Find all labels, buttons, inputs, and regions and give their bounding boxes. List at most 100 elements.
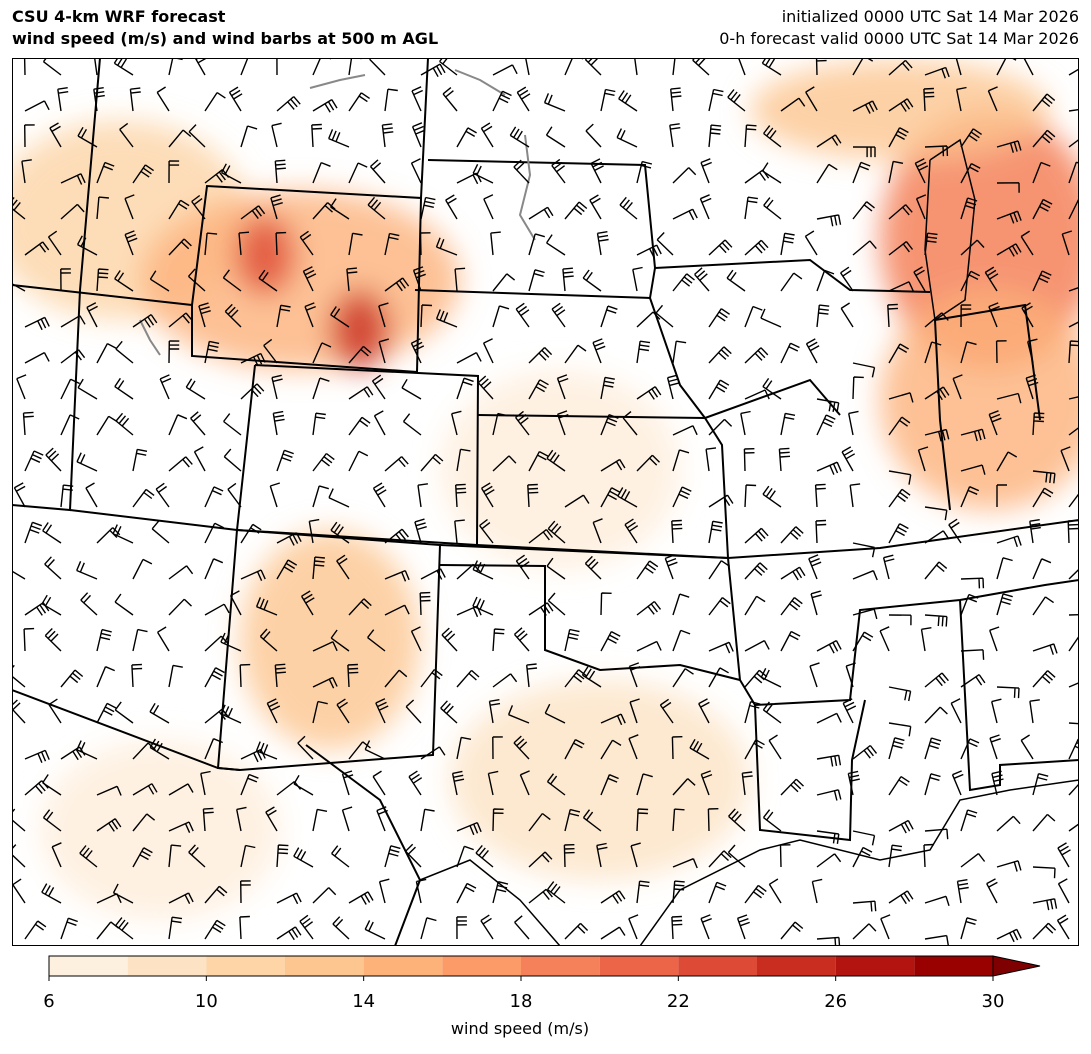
wind-barb — [419, 591, 431, 616]
wind-barb — [804, 230, 818, 256]
wind-barb — [563, 844, 575, 868]
wind-barb — [924, 66, 950, 79]
wind-barb — [546, 557, 566, 580]
wind-barb — [492, 881, 509, 904]
colorbar-tick-label: 14 — [352, 991, 375, 1012]
wind-barb — [924, 895, 950, 907]
wind-barb — [21, 159, 32, 184]
wind-barb — [708, 346, 732, 364]
wind-barb — [852, 201, 875, 220]
wind-barb — [951, 770, 964, 796]
wind-barb — [562, 267, 574, 292]
wind-barb — [880, 914, 891, 940]
wind-barb — [115, 917, 134, 940]
wind-barb — [114, 377, 134, 400]
wind-barb — [888, 488, 911, 508]
wind-barb — [255, 597, 278, 616]
wind-barb — [888, 98, 914, 112]
wind-barb — [86, 302, 98, 328]
wind-barb — [492, 808, 504, 832]
wind-barb — [76, 561, 98, 580]
wind-barb — [304, 302, 316, 328]
wind-barb — [636, 311, 661, 328]
wind-barb — [816, 304, 830, 328]
wind-barb — [372, 770, 386, 796]
colorbar: wind speed (m/s) 6 10 14 18 22 26 30 — [43, 955, 1041, 1038]
wind-barb — [852, 542, 876, 558]
wind-barb — [628, 662, 641, 688]
wind-barb — [347, 663, 359, 688]
wind-barb — [852, 830, 876, 846]
wind-barb — [191, 194, 206, 220]
wind-barb — [481, 482, 495, 508]
wind-barb — [93, 58, 98, 76]
wind-barb — [879, 626, 890, 652]
wind-barb — [222, 269, 242, 292]
wind-barb — [924, 737, 942, 760]
wind-barb — [528, 529, 554, 544]
wind-barb — [187, 268, 206, 292]
wind-barb — [564, 344, 587, 364]
wind-barb — [924, 828, 949, 840]
wind-barb — [888, 523, 909, 544]
wind-barb — [584, 555, 602, 580]
wind-barb — [348, 741, 371, 760]
wind-barb — [168, 844, 182, 868]
wind-barb — [16, 374, 27, 400]
wind-barb — [527, 483, 539, 508]
wind-barb — [420, 453, 444, 472]
wind-barb — [1068, 782, 1079, 796]
wind-barb — [628, 914, 639, 940]
wind-barb — [302, 266, 317, 292]
wind-barb — [996, 860, 1022, 872]
wind-barb — [917, 446, 929, 472]
wind-barb — [265, 806, 278, 832]
wind-barb — [204, 885, 228, 904]
wind-barb — [515, 302, 530, 328]
wind-barb — [96, 342, 117, 364]
wind-barb — [49, 122, 62, 148]
wind-barb — [852, 240, 877, 256]
wind-barb — [852, 570, 878, 581]
wind-barb — [744, 527, 769, 544]
wind-barb — [369, 159, 386, 184]
wind-barb — [708, 850, 732, 868]
wind-barb — [1068, 568, 1079, 580]
wind-barb — [24, 920, 47, 940]
wind-barb — [852, 608, 878, 620]
wind-barb — [924, 614, 948, 627]
wind-barb — [456, 916, 467, 940]
wind-barb — [188, 844, 206, 868]
colorbar-bin — [678, 956, 757, 976]
wind-barb — [159, 374, 172, 400]
wind-barb — [85, 482, 98, 508]
wind-barb — [1032, 813, 1056, 832]
wind-barb — [1068, 614, 1079, 616]
wind-barb — [779, 844, 791, 868]
wind-barb — [507, 705, 530, 724]
wind-barb — [1032, 470, 1056, 484]
colorbar-tick-label: 22 — [667, 991, 690, 1012]
wind-barb — [727, 844, 746, 868]
wind-barb — [204, 738, 223, 760]
wind-barb — [132, 847, 153, 868]
wind-barb — [308, 518, 320, 544]
wind-barb — [513, 159, 530, 184]
wind-barb — [852, 146, 876, 158]
wind-barb — [743, 448, 755, 472]
wind-barb — [80, 592, 98, 616]
wind-barb — [202, 807, 214, 832]
wind-barb — [414, 518, 427, 544]
wind-barb — [596, 231, 609, 256]
wind-barb — [204, 558, 224, 580]
wind-barb — [763, 125, 782, 148]
wind-barb — [129, 87, 141, 112]
wind-barb — [492, 90, 512, 112]
wind-barb — [708, 88, 724, 112]
wind-barb — [590, 158, 604, 184]
wind-barb — [299, 230, 314, 256]
wind-barb — [707, 808, 719, 832]
wind-barb — [96, 268, 109, 292]
wind-barb — [815, 58, 827, 76]
wind-barb — [960, 674, 986, 688]
